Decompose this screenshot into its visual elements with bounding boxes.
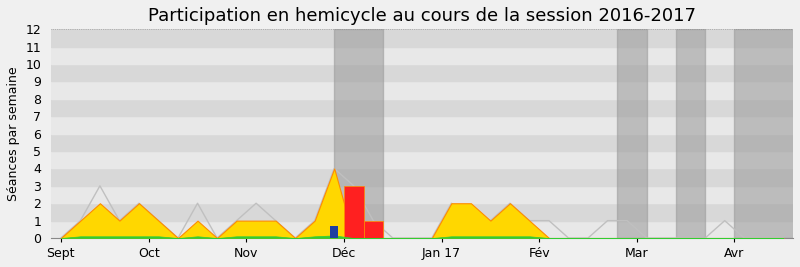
Bar xyxy=(51,221,793,238)
Title: Participation en hemicycle au cours de la session 2016-2017: Participation en hemicycle au cours de l… xyxy=(148,7,696,25)
Bar xyxy=(51,151,793,168)
Bar xyxy=(51,29,793,47)
Bar xyxy=(676,29,705,238)
Bar xyxy=(734,29,800,238)
Bar xyxy=(51,134,793,151)
Bar xyxy=(51,99,793,116)
Y-axis label: Séances par semaine: Séances par semaine xyxy=(7,66,20,201)
Bar xyxy=(618,29,646,238)
Bar xyxy=(51,168,793,186)
Bar xyxy=(51,47,793,64)
Bar xyxy=(51,64,793,81)
Bar xyxy=(330,226,338,238)
Bar xyxy=(51,186,793,203)
Bar xyxy=(51,81,793,99)
Bar xyxy=(51,203,793,221)
Bar xyxy=(51,116,793,134)
Bar xyxy=(334,29,383,238)
